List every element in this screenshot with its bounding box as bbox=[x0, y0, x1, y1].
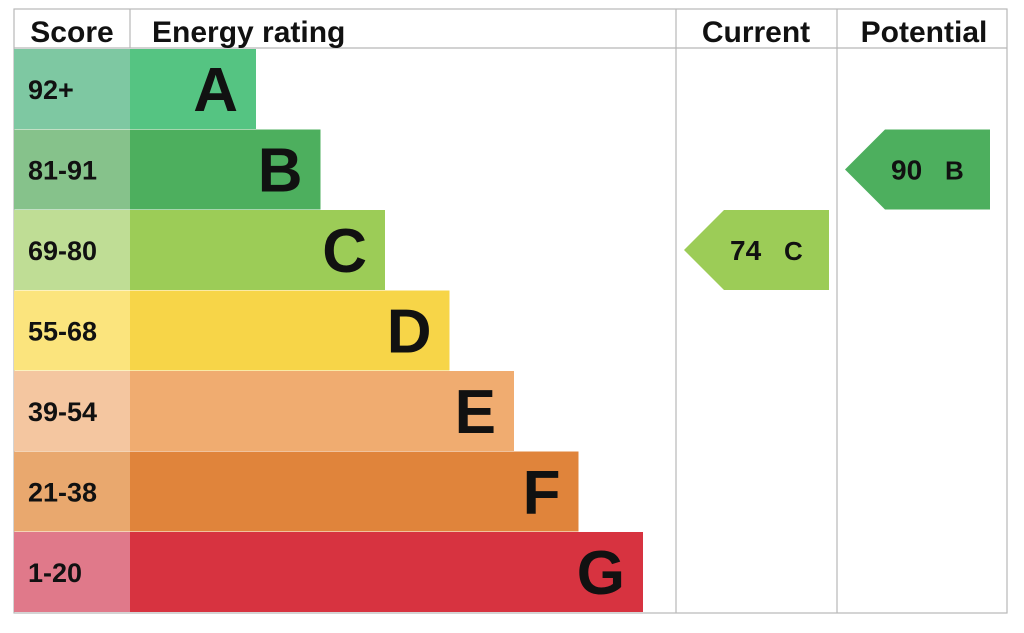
potential-rating-arrow: 90 B bbox=[845, 129, 990, 210]
arrow-letter: C bbox=[784, 236, 803, 266]
score-cell bbox=[14, 371, 130, 451]
score-cell bbox=[14, 129, 130, 210]
rating-bar bbox=[130, 532, 643, 612]
band-f: 21-38 F bbox=[14, 451, 579, 532]
score-range-label: 21-38 bbox=[28, 478, 97, 508]
band-letter: A bbox=[193, 56, 238, 125]
arrow-shape bbox=[845, 129, 990, 210]
rating-bar bbox=[130, 49, 256, 129]
score-cell bbox=[14, 451, 130, 532]
header-energy-rating: Energy rating bbox=[152, 16, 345, 49]
band-letter: C bbox=[322, 217, 367, 286]
band-letter: E bbox=[455, 378, 496, 447]
score-range-label: 39-54 bbox=[28, 397, 97, 427]
band-letter: D bbox=[387, 298, 432, 367]
rating-bands: 92+ A 81-91 B 69-80 C 55-68 D 39-54 E 21-38 F 1-20 G bbox=[14, 49, 643, 612]
rating-bar bbox=[130, 290, 450, 371]
score-cell bbox=[14, 210, 130, 290]
band-g: 1-20 G bbox=[14, 532, 643, 612]
rating-bar bbox=[130, 210, 385, 290]
rating-bar bbox=[130, 451, 579, 532]
column-headers: Score Energy rating Current Potential bbox=[30, 16, 987, 49]
score-cell bbox=[14, 49, 130, 129]
band-d: 55-68 D bbox=[14, 290, 450, 371]
arrow-shape bbox=[684, 210, 829, 290]
rating-arrows: 74 C 90 B bbox=[684, 129, 990, 290]
score-range-label: 69-80 bbox=[28, 236, 97, 266]
rating-bar bbox=[130, 129, 321, 210]
header-score: Score bbox=[30, 16, 113, 49]
band-a: 92+ A bbox=[14, 49, 256, 129]
header-current: Current bbox=[702, 16, 810, 49]
score-cell bbox=[14, 532, 130, 612]
score-range-label: 92+ bbox=[28, 75, 74, 105]
score-cell bbox=[14, 290, 130, 371]
score-range-label: 55-68 bbox=[28, 317, 97, 347]
current-rating-arrow: 74 C bbox=[684, 210, 829, 290]
band-b: 81-91 B bbox=[14, 129, 321, 210]
arrow-letter: B bbox=[945, 156, 964, 186]
band-letter: F bbox=[523, 459, 561, 528]
rating-bar bbox=[130, 371, 514, 451]
band-c: 69-80 C bbox=[14, 210, 385, 290]
arrow-score: 74 bbox=[730, 235, 762, 266]
band-e: 39-54 E bbox=[14, 371, 514, 451]
band-letter: B bbox=[258, 137, 303, 206]
band-letter: G bbox=[577, 539, 625, 608]
score-range-label: 81-91 bbox=[28, 156, 97, 186]
arrow-score: 90 bbox=[891, 155, 922, 186]
score-range-label: 1-20 bbox=[28, 558, 82, 588]
header-potential: Potential bbox=[861, 16, 988, 49]
